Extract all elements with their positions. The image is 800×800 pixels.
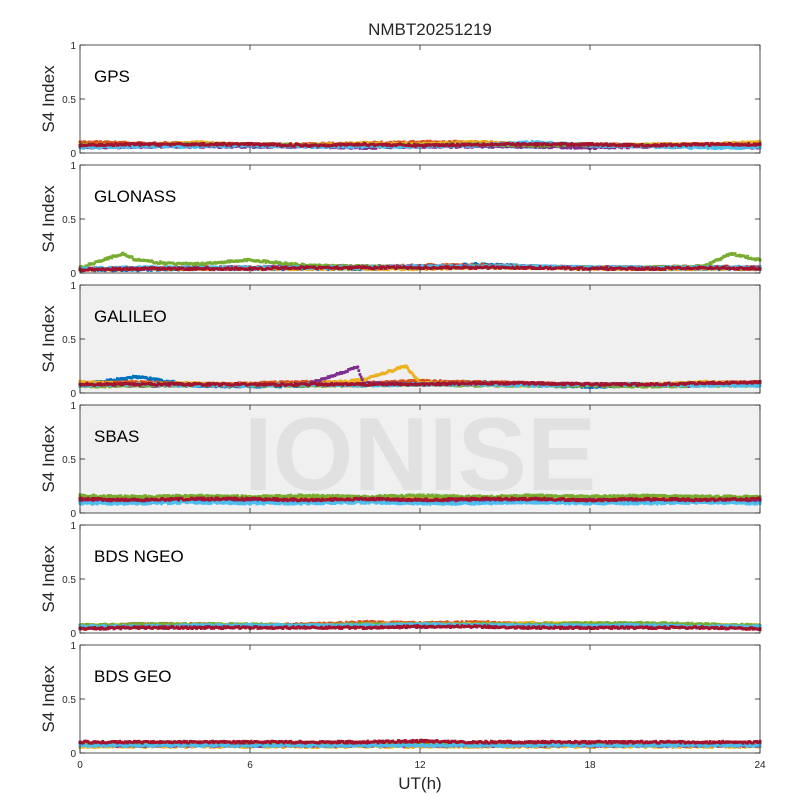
- y-tick-label: 0: [70, 149, 76, 160]
- panel-label: GPS: [94, 67, 130, 86]
- y-tick-label: 1: [70, 41, 76, 52]
- y-tick-label: 0.5: [62, 95, 76, 106]
- trace-marker: [106, 140, 110, 144]
- trace-marker: [411, 139, 415, 143]
- trace-marker: [409, 140, 413, 143]
- figure-title: NMBT20251219: [368, 20, 492, 39]
- panel-background: [80, 45, 760, 153]
- trace-marker: [113, 140, 117, 144]
- trace-marker: [110, 141, 114, 144]
- y-axis-label: S4 Index: [39, 65, 58, 133]
- panel-background: [80, 165, 760, 273]
- panel-gps: 0 0.5 1 S4 Index GPS: [39, 41, 762, 160]
